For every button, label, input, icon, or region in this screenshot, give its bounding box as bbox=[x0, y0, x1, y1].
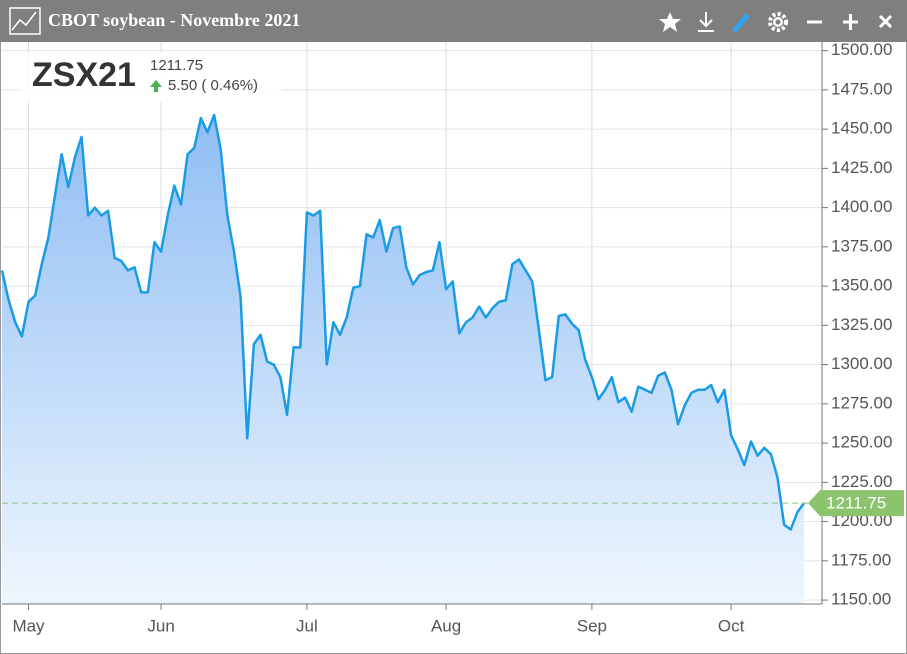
settings-button[interactable] bbox=[768, 12, 788, 32]
draw-button[interactable] bbox=[732, 13, 750, 33]
y-tick-label: 1425.00 bbox=[831, 158, 892, 177]
change: 5.50 ( 0.46%) bbox=[168, 77, 258, 94]
x-tick-label: Aug bbox=[431, 616, 461, 635]
star-button[interactable] bbox=[659, 12, 681, 32]
last-price-label: 1211.75 bbox=[826, 494, 886, 513]
symbol: ZSX21 bbox=[32, 56, 136, 94]
y-tick-label: 1400.00 bbox=[831, 197, 892, 216]
y-tick-label: 1450.00 bbox=[831, 119, 892, 138]
y-tick-label: 1475.00 bbox=[831, 79, 892, 98]
plot: 1150.001175.001200.001225.001250.001275.… bbox=[0, 40, 904, 635]
y-tick-label: 1350.00 bbox=[831, 276, 892, 295]
price-line bbox=[0, 113, 806, 531]
y-tick-label: 1150.00 bbox=[831, 590, 891, 609]
x-tick-label: Oct bbox=[718, 616, 745, 635]
close-button[interactable] bbox=[878, 14, 893, 29]
x-tick-label: Sep bbox=[577, 616, 607, 635]
up-arrow bbox=[150, 80, 162, 92]
last-price-tag bbox=[808, 490, 904, 517]
download-button[interactable] bbox=[698, 12, 714, 32]
y-tick-label: 1175.00 bbox=[831, 550, 891, 569]
y-tick-label: 1275.00 bbox=[831, 393, 892, 412]
y-tick-label: 1225.00 bbox=[831, 472, 892, 491]
y-tick-label: 1250.00 bbox=[831, 433, 892, 452]
x-tick-label: May bbox=[12, 616, 45, 635]
y-tick-label: 1375.00 bbox=[831, 236, 892, 255]
area bbox=[2, 115, 804, 604]
x-tick-label: Jul bbox=[296, 616, 318, 635]
quote-box bbox=[20, 52, 282, 102]
window-title: CBOT soybean - Novembre 2021 bbox=[48, 10, 300, 30]
y-tick-label: 1500.00 bbox=[831, 40, 892, 59]
y-tick-label: 1300.00 bbox=[831, 354, 892, 373]
price: 1211.75 bbox=[150, 57, 203, 74]
app-icon bbox=[9, 7, 41, 35]
title-bar bbox=[0, 0, 907, 42]
y-tick-label: 1325.00 bbox=[831, 315, 892, 334]
maximize-button[interactable] bbox=[843, 14, 858, 30]
x-tick-label: Jun bbox=[147, 616, 174, 635]
